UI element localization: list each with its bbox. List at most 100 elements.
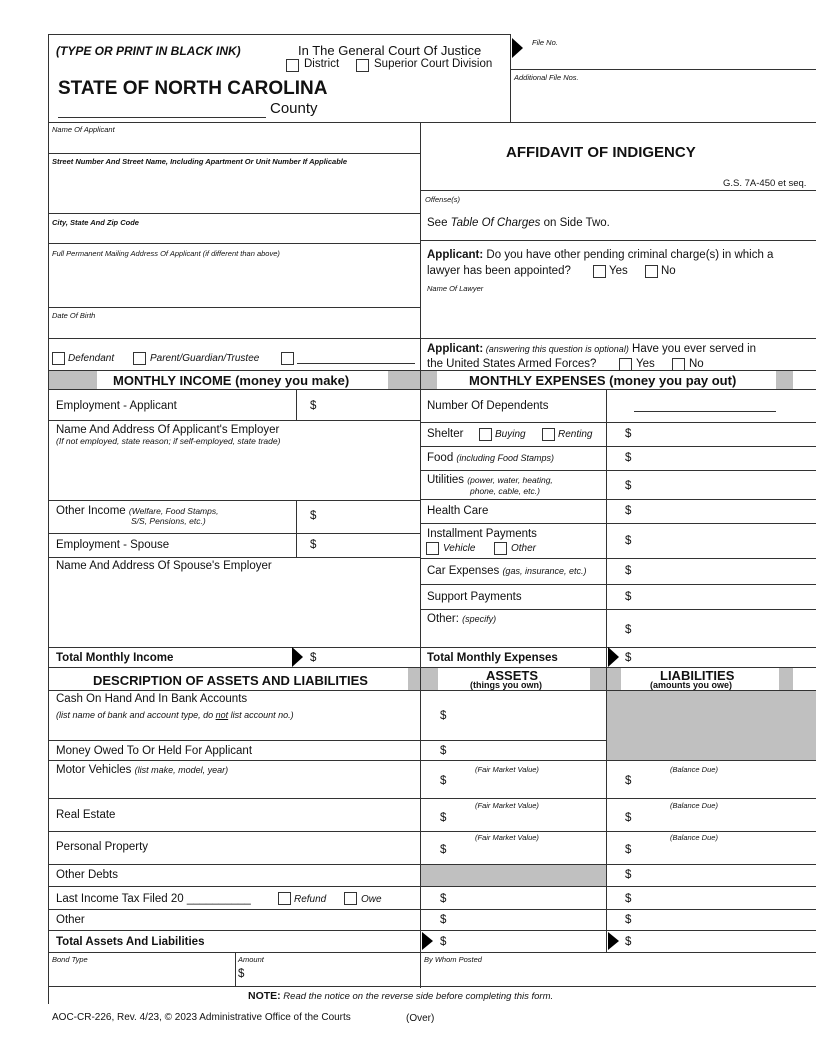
- installment-label: Installment Payments: [427, 528, 537, 540]
- total-income-label: Total Monthly Income: [56, 652, 174, 664]
- district-checkbox[interactable]: [286, 59, 299, 72]
- offense-label: Offense(s): [425, 195, 461, 204]
- dollar: $: [625, 869, 632, 881]
- lawyer-label: Name Of Lawyer: [427, 284, 484, 293]
- superior-checkbox[interactable]: [356, 59, 369, 72]
- renting-label: Renting: [558, 429, 593, 440]
- other-role-field[interactable]: [297, 363, 415, 364]
- liabilities-sub: (amounts you owe): [650, 680, 733, 690]
- dollar: $: [625, 452, 632, 464]
- vehicle-checkbox[interactable]: [426, 542, 439, 555]
- superior-label: Superior Court Division: [374, 58, 493, 70]
- dollar: $: [625, 624, 632, 636]
- q1-text: Applicant: Do you have other pending cri…: [427, 249, 774, 261]
- tax-filed-label: Last Income Tax Filed 20 __________: [56, 893, 251, 905]
- cash-note: (list name of bank and account type, do …: [56, 710, 294, 720]
- assets-liabilities-header: DESCRIPTION OF ASSETS AND LIABILITIES: [93, 673, 368, 688]
- motor-label: Motor Vehicles (list make, model, year): [56, 764, 229, 776]
- q2-no-label: No: [689, 358, 704, 370]
- city-label: City, State And Zip Code: [52, 218, 139, 227]
- dollar: $: [625, 844, 632, 856]
- assets-header: ASSETS: [486, 668, 539, 683]
- dollar: $: [310, 510, 317, 522]
- fmv-label: (Fair Market Value): [475, 801, 539, 810]
- dollar: $: [625, 914, 632, 926]
- defendant-label: Defendant: [68, 353, 115, 364]
- real-estate-label: Real Estate: [56, 809, 116, 821]
- dollar: $: [625, 535, 632, 547]
- q2-text2: the United States Armed Forces?: [427, 358, 597, 370]
- car-label: Car Expenses (gas, insurance, etc.): [427, 565, 587, 577]
- spouse-employer-label: Name And Address Of Spouse's Employer: [56, 560, 272, 572]
- support-label: Support Payments: [427, 591, 522, 603]
- dollar: $: [625, 775, 632, 787]
- other-assets-label: Other: [56, 914, 85, 926]
- statute: G.S. 7A-450 et seq.: [723, 178, 807, 189]
- dollar: $: [625, 652, 632, 664]
- dob-label: Date Of Birth: [52, 311, 96, 320]
- fmv-label: (Fair Market Value): [475, 765, 539, 774]
- dollar: $: [310, 400, 317, 412]
- refund-label: Refund: [294, 894, 327, 905]
- state-title: STATE OF NORTH CAROLINA: [58, 78, 328, 99]
- over-label: (Over): [406, 1013, 435, 1024]
- dollar: $: [440, 893, 447, 905]
- amount-label: Amount: [238, 955, 264, 964]
- owe-label: Owe: [361, 894, 382, 905]
- offense-text: See Table Of Charges on Side Two.: [427, 217, 610, 229]
- buying-checkbox[interactable]: [479, 428, 492, 441]
- dollar: $: [625, 480, 632, 492]
- monthly-income-header: MONTHLY INCOME (money you make): [113, 373, 350, 388]
- owe-checkbox[interactable]: [344, 892, 357, 905]
- parent-checkbox[interactable]: [133, 352, 146, 365]
- instruction: (TYPE OR PRINT IN BLACK INK): [56, 44, 241, 58]
- q1-no-checkbox[interactable]: [645, 265, 658, 278]
- note: NOTE: Read the notice on the reverse sid…: [248, 990, 554, 1002]
- other-installment-checkbox[interactable]: [494, 542, 507, 555]
- q2-text: Applicant: (answering this question is o…: [427, 343, 757, 355]
- dollar: $: [625, 812, 632, 824]
- dollar: $: [625, 893, 632, 905]
- other-installment-label: Other: [511, 543, 537, 554]
- monthly-expenses-header: MONTHLY EXPENSES (money you pay out): [469, 373, 737, 388]
- dollar: $: [625, 936, 632, 948]
- balance-label: (Balance Due): [670, 801, 718, 810]
- other-debts-label: Other Debts: [56, 869, 118, 881]
- employer-label: Name And Address Of Applicant's Employer: [56, 424, 280, 436]
- dollar: $: [440, 745, 447, 757]
- buying-label: Buying: [495, 429, 526, 440]
- dollar: $: [440, 775, 447, 787]
- other-income-note: S/S, Pensions, etc.): [131, 516, 206, 526]
- vehicle-label: Vehicle: [443, 543, 476, 554]
- dollar: $: [625, 505, 632, 517]
- employer-note: (If not employed, state reason; if self-…: [56, 436, 281, 446]
- form-title: AFFIDAVIT OF INDIGENCY: [506, 144, 696, 161]
- dollar: $: [310, 539, 317, 551]
- refund-checkbox[interactable]: [278, 892, 291, 905]
- defendant-checkbox[interactable]: [52, 352, 65, 365]
- other-expense-label: Other: (specify): [427, 613, 497, 625]
- mailing-label: Full Permanent Mailing Address Of Applic…: [52, 249, 280, 258]
- personal-property-label: Personal Property: [56, 841, 149, 853]
- liabilities-header: LIABILITIES: [660, 668, 735, 683]
- dollar: $: [440, 936, 447, 948]
- county-field[interactable]: [58, 117, 266, 118]
- q1-yes-checkbox[interactable]: [593, 265, 606, 278]
- bond-type-label: Bond Type: [52, 955, 88, 964]
- dollar: $: [440, 710, 447, 722]
- renting-checkbox[interactable]: [542, 428, 555, 441]
- form-id: AOC-CR-226, Rev. 4/23, © 2023 Administra…: [52, 1012, 351, 1023]
- cash-label: Cash On Hand And In Bank Accounts: [56, 693, 248, 705]
- parent-label: Parent/Guardian/Trustee: [150, 353, 260, 364]
- balance-label: (Balance Due): [670, 833, 718, 842]
- other-role-checkbox[interactable]: [281, 352, 294, 365]
- dollar: $: [440, 812, 447, 824]
- total-assets-label: Total Assets And Liabilities: [56, 936, 205, 948]
- file-no-label: File No.: [532, 38, 558, 47]
- dollar: $: [440, 844, 447, 856]
- dependents-field[interactable]: [634, 411, 776, 412]
- street-label: Street Number And Street Name, Including…: [52, 157, 348, 166]
- shelter-label: Shelter: [427, 428, 464, 440]
- other-income-label: Other Income (Welfare, Food Stamps,: [56, 505, 219, 517]
